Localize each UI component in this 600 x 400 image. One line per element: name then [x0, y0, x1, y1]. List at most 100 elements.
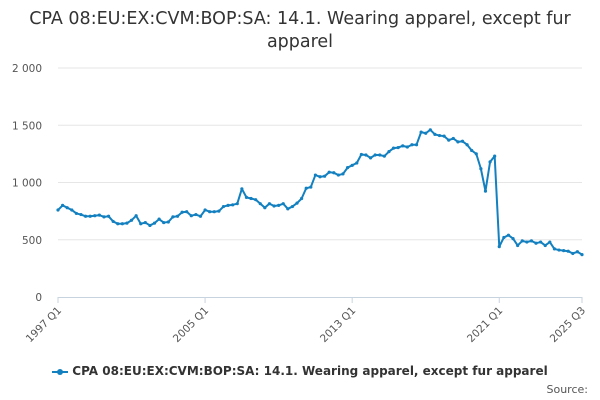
- data-point[interactable]: [479, 167, 483, 171]
- data-point[interactable]: [327, 170, 331, 174]
- data-point[interactable]: [336, 173, 340, 177]
- data-point[interactable]: [139, 222, 143, 226]
- data-point[interactable]: [557, 248, 561, 252]
- data-point[interactable]: [332, 171, 336, 175]
- data-point[interactable]: [575, 250, 580, 254]
- data-point[interactable]: [309, 185, 313, 189]
- data-point[interactable]: [157, 217, 161, 221]
- data-point[interactable]: [437, 133, 442, 138]
- data-point[interactable]: [488, 160, 492, 164]
- data-point[interactable]: [272, 204, 276, 208]
- data-point[interactable]: [79, 212, 83, 217]
- data-point[interactable]: [74, 211, 78, 216]
- data-point[interactable]: [258, 202, 262, 206]
- data-point[interactable]: [529, 239, 534, 243]
- data-point[interactable]: [134, 214, 138, 218]
- data-point[interactable]: [442, 134, 446, 138]
- data-point[interactable]: [208, 210, 212, 214]
- data-point[interactable]: [580, 253, 584, 257]
- data-point[interactable]: [93, 214, 97, 218]
- data-point[interactable]: [295, 201, 299, 205]
- data-point[interactable]: [451, 136, 455, 141]
- data-point[interactable]: [194, 212, 198, 217]
- data-point[interactable]: [212, 210, 216, 214]
- data-point[interactable]: [456, 140, 460, 144]
- data-point[interactable]: [300, 196, 304, 201]
- legend[interactable]: CPA 08:EU:EX:CVM:BOP:SA: 14.1. Wearing a…: [0, 364, 600, 378]
- data-point[interactable]: [254, 198, 258, 202]
- data-point[interactable]: [378, 153, 382, 157]
- data-point[interactable]: [175, 214, 180, 218]
- data-point[interactable]: [203, 208, 207, 212]
- data-point[interactable]: [428, 128, 432, 132]
- data-point[interactable]: [414, 143, 419, 147]
- data-point[interactable]: [483, 189, 488, 193]
- data-point[interactable]: [189, 214, 193, 218]
- data-point[interactable]: [341, 172, 345, 176]
- data-point[interactable]: [240, 187, 244, 191]
- series-line[interactable]: [57, 128, 583, 256]
- data-point[interactable]: [368, 156, 373, 160]
- data-point[interactable]: [355, 161, 359, 165]
- data-point[interactable]: [511, 237, 515, 241]
- data-point[interactable]: [304, 186, 308, 190]
- data-point[interactable]: [217, 209, 221, 213]
- data-point[interactable]: [516, 243, 520, 248]
- data-point[interactable]: [539, 240, 543, 244]
- data-point[interactable]: [148, 223, 152, 228]
- data-point[interactable]: [281, 202, 285, 206]
- data-point[interactable]: [83, 214, 88, 218]
- data-point[interactable]: [116, 222, 120, 226]
- data-point[interactable]: [571, 251, 575, 256]
- data-point[interactable]: [235, 202, 239, 206]
- data-point[interactable]: [143, 220, 147, 225]
- data-point[interactable]: [548, 240, 552, 244]
- data-point[interactable]: [65, 206, 69, 210]
- data-point[interactable]: [566, 249, 570, 253]
- data-point[interactable]: [405, 145, 409, 149]
- data-point[interactable]: [520, 239, 524, 243]
- data-point[interactable]: [373, 153, 377, 157]
- data-point[interactable]: [97, 213, 101, 217]
- data-point[interactable]: [152, 221, 157, 225]
- data-point[interactable]: [244, 195, 249, 199]
- data-point[interactable]: [290, 204, 295, 209]
- data-point[interactable]: [166, 220, 170, 224]
- data-point[interactable]: [323, 174, 327, 178]
- data-point[interactable]: [387, 149, 391, 154]
- data-point[interactable]: [470, 148, 474, 153]
- data-point[interactable]: [396, 145, 400, 150]
- data-point[interactable]: [263, 206, 267, 210]
- data-point[interactable]: [562, 249, 566, 253]
- data-point[interactable]: [359, 152, 363, 157]
- data-point[interactable]: [350, 163, 354, 167]
- data-point[interactable]: [465, 143, 469, 147]
- data-point[interactable]: [221, 204, 226, 209]
- data-point[interactable]: [88, 214, 92, 218]
- data-point[interactable]: [502, 235, 506, 240]
- data-point[interactable]: [106, 214, 111, 218]
- data-point[interactable]: [401, 144, 405, 148]
- data-point[interactable]: [364, 153, 368, 157]
- data-point[interactable]: [345, 166, 350, 170]
- data-point[interactable]: [249, 196, 253, 201]
- data-point[interactable]: [102, 215, 106, 219]
- data-point[interactable]: [70, 208, 74, 212]
- data-point[interactable]: [125, 221, 129, 225]
- data-point[interactable]: [267, 202, 272, 206]
- data-point[interactable]: [410, 143, 414, 147]
- data-point[interactable]: [474, 152, 478, 156]
- credits[interactable]: Source:: [546, 383, 589, 396]
- data-point[interactable]: [525, 240, 529, 244]
- data-point[interactable]: [129, 218, 134, 222]
- data-point[interactable]: [433, 132, 437, 137]
- data-point[interactable]: [180, 210, 184, 214]
- data-point[interactable]: [497, 245, 501, 249]
- data-point[interactable]: [56, 208, 60, 212]
- data-point[interactable]: [171, 215, 175, 219]
- data-point[interactable]: [493, 154, 497, 158]
- data-point[interactable]: [419, 130, 423, 134]
- data-point[interactable]: [460, 139, 465, 143]
- data-point[interactable]: [318, 175, 322, 179]
- data-point[interactable]: [198, 214, 203, 218]
